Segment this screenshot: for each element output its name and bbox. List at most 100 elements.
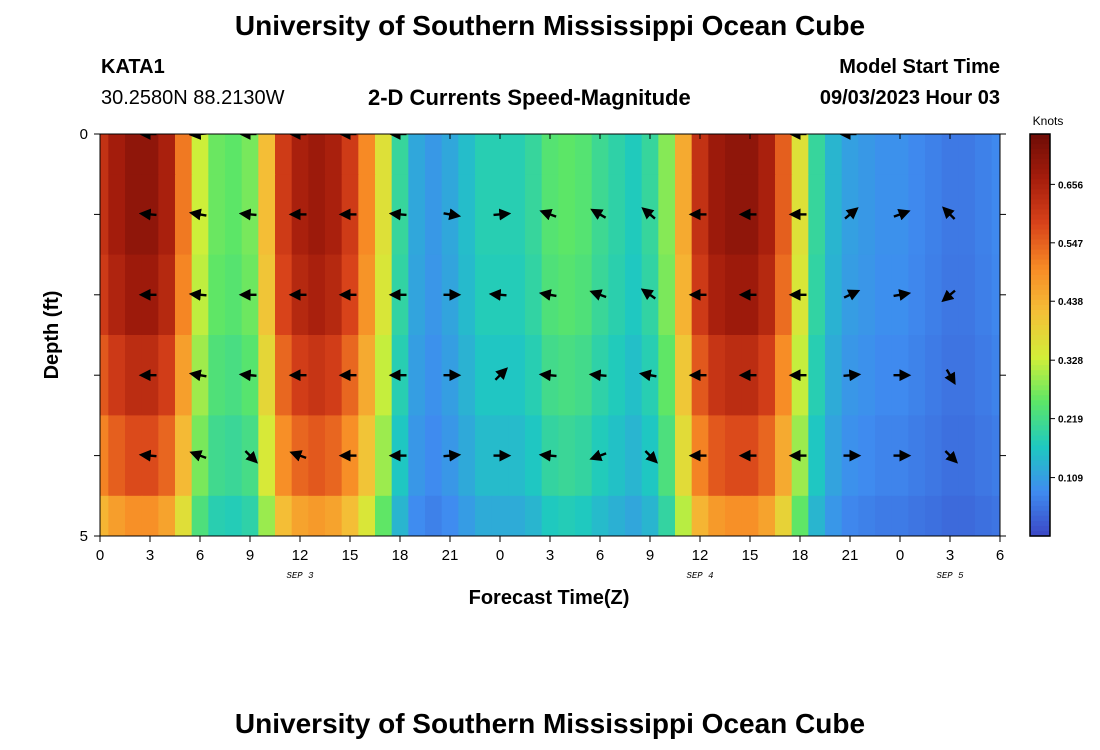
heatmap-cell [775, 174, 793, 255]
colorbar-step [1030, 204, 1050, 210]
x-tick-label: 12 [292, 547, 309, 564]
current-arrow [538, 289, 557, 301]
heatmap-cell [208, 335, 226, 416]
current-arrow [538, 369, 557, 382]
footer-title: University of Southern Mississippi Ocean… [234, 708, 866, 739]
heatmap-cell [308, 415, 326, 497]
heatmap-cell [758, 335, 776, 416]
colorbar-step [1030, 134, 1050, 140]
heatmap-cell [641, 495, 659, 536]
current-arrow [893, 209, 911, 221]
heatmap-cell [408, 134, 426, 175]
heatmap-cell [841, 495, 859, 536]
heatmap-cell [858, 134, 876, 175]
heatmap-cell [225, 174, 243, 255]
colorbar-step [1030, 445, 1050, 452]
heatmap-cell [708, 415, 726, 497]
x-tick-label: 21 [442, 547, 459, 564]
current-arrow [843, 289, 861, 301]
heatmap-cell [108, 495, 126, 536]
x-tick-label: 18 [792, 547, 809, 564]
heatmap-cell [475, 254, 493, 336]
colorbar-step [1030, 289, 1050, 296]
y-axis: 05 [80, 126, 1006, 545]
colorbar-step [1030, 385, 1050, 391]
colorbar-step [1030, 475, 1050, 482]
colorbar-step [1030, 189, 1050, 195]
heatmap-cell [575, 415, 593, 497]
heatmap-cell [608, 134, 626, 175]
colorbar-step [1030, 309, 1050, 316]
heatmap-cell [375, 254, 393, 336]
colorbar-step [1030, 254, 1050, 261]
heatmap-cell [975, 495, 993, 536]
heatmap-cell [591, 134, 609, 175]
heatmap-cell [558, 495, 576, 536]
heatmap-cell [325, 134, 343, 175]
heatmap-cell [425, 254, 443, 336]
heatmap-cell [341, 134, 359, 175]
colorbar-step [1030, 405, 1050, 411]
heatmap-cell [225, 254, 243, 336]
colorbar-step [1030, 400, 1050, 406]
colorbar-step [1030, 435, 1050, 442]
colorbar-step [1030, 345, 1050, 351]
heatmap-cell [825, 495, 843, 536]
colorbar-step [1030, 299, 1050, 306]
heatmap-cell [958, 415, 976, 497]
heatmap-cell [625, 415, 643, 497]
colorbar-step [1030, 425, 1050, 432]
colorbar-step [1030, 139, 1050, 145]
heatmap-cell [975, 335, 993, 416]
heatmap-cell [575, 134, 593, 175]
heatmap-cell [125, 254, 143, 336]
heatmap-cell [175, 254, 193, 336]
colorbar-step [1030, 390, 1050, 396]
heatmap-cell [325, 335, 343, 416]
heatmap-cell [958, 335, 976, 416]
heatmap-cell [408, 415, 426, 497]
colorbar-step [1030, 505, 1050, 512]
station-id: KATA1 [101, 56, 165, 78]
colorbar-step [1030, 485, 1050, 492]
colorbar-step [1030, 269, 1050, 276]
current-arrow [589, 449, 607, 461]
heatmap-cell [658, 174, 676, 255]
heatmap-cell [625, 134, 643, 175]
heatmap-cell [558, 415, 576, 497]
colorbar-step [1030, 510, 1050, 517]
colorbar-step [1030, 249, 1050, 256]
heatmap-cell [758, 254, 776, 336]
x-tick-label: 15 [742, 547, 759, 564]
heatmap-cell [991, 495, 1000, 536]
heatmap-cell [741, 495, 759, 536]
heatmap-cell [225, 335, 243, 416]
heatmap-cell [358, 335, 376, 416]
heatmap-cell [775, 415, 793, 497]
heatmap-cell [558, 174, 576, 255]
colorbar: 0.656 0.547 0.438 0.328 0.219 0.109 [1029, 133, 1083, 537]
colorbar-step [1030, 350, 1050, 356]
heatmap-cell [925, 174, 943, 255]
heatmap-cell [891, 495, 909, 536]
heatmap-cell [808, 174, 826, 255]
colorbar-step [1030, 395, 1050, 401]
heatmap-cell [791, 134, 809, 175]
heatmap-cell [141, 495, 159, 536]
current-arrow [289, 450, 307, 462]
heatmap-cell [475, 495, 493, 536]
heatmap-cell [258, 335, 276, 416]
heatmap-cell [191, 134, 209, 175]
colorbar-step [1030, 219, 1050, 226]
heatmap-cell [158, 495, 176, 536]
heatmap-cell [208, 495, 226, 536]
heatmap-cell [625, 254, 643, 336]
current-arrow [188, 369, 207, 382]
current-arrow [188, 288, 207, 301]
heatmap-cell [875, 415, 893, 497]
heatmap-cell [108, 134, 126, 175]
heatmap-cell [575, 335, 593, 416]
heatmap-cell [191, 495, 209, 536]
heatmap-cell [225, 415, 243, 497]
colorbar-step [1030, 199, 1050, 205]
